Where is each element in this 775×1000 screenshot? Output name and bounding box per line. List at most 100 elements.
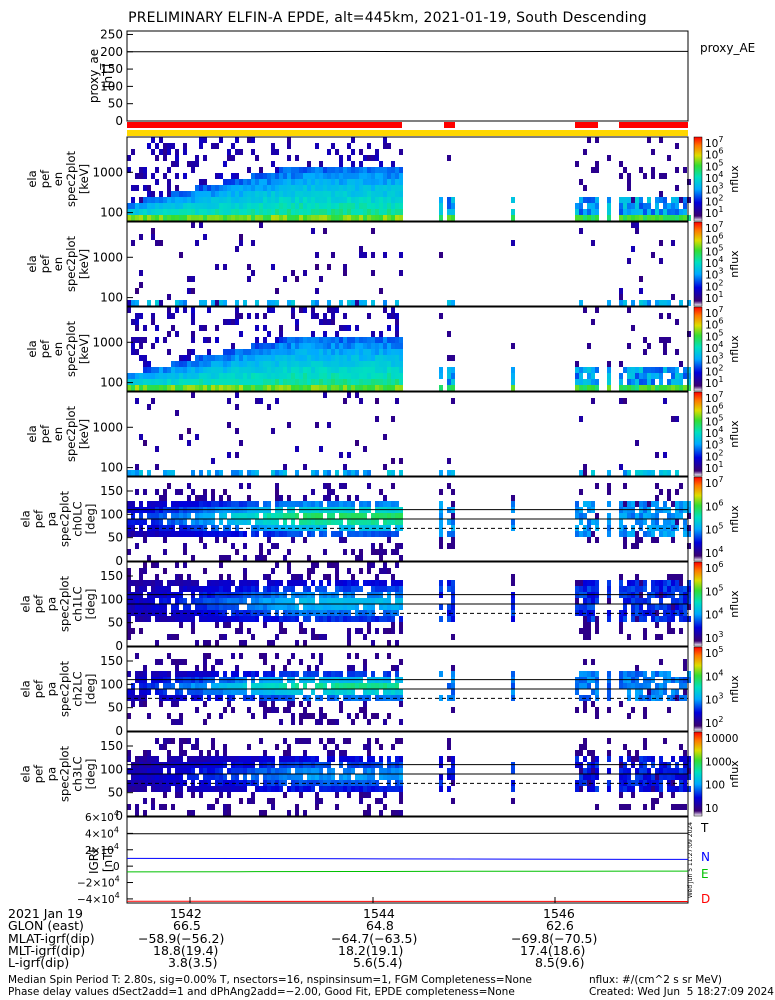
spectrogram-cell xyxy=(235,756,239,762)
spectrogram-cell xyxy=(335,604,339,610)
spectrogram-cell xyxy=(679,501,683,507)
spectrogram-cell xyxy=(287,300,291,306)
spectrogram-cell xyxy=(175,185,179,191)
spectrogram-cell xyxy=(287,531,291,537)
spectrogram-cell xyxy=(375,653,379,659)
spectrogram-cell xyxy=(591,197,595,203)
spectrogram-cell xyxy=(623,683,627,689)
spectrogram-cell xyxy=(355,337,359,343)
spectrogram-cell xyxy=(343,179,347,185)
spectrogram-cell xyxy=(623,385,627,391)
proxy-ae-frame xyxy=(126,30,689,122)
spectrogram-cell xyxy=(387,373,391,379)
spectrogram-cell xyxy=(343,501,347,507)
spectrogram-cell xyxy=(131,319,135,325)
spectrogram-cell xyxy=(383,209,387,215)
y-tick-label: 1000 xyxy=(92,420,123,434)
spectrogram-cell xyxy=(263,653,267,659)
spectrogram-cell xyxy=(255,598,259,604)
spectrogram-cell xyxy=(159,209,163,215)
spectrogram-cell xyxy=(331,750,335,756)
spectrogram-cell xyxy=(263,379,267,385)
spectrogram-cell xyxy=(179,215,183,221)
spectrogram-cell xyxy=(167,713,171,719)
spectrogram-cell xyxy=(171,501,175,507)
spectrogram-cell xyxy=(659,774,663,780)
spectrogram-cell xyxy=(287,373,291,379)
spectrogram-cell xyxy=(231,373,235,379)
colorbar-tick-label: 101 xyxy=(705,290,723,305)
spectrogram-cell xyxy=(211,385,215,391)
spectrogram-cell xyxy=(671,240,675,246)
spectrogram-cell xyxy=(275,744,279,750)
spectrogram-cell xyxy=(271,209,275,215)
spectrogram-cell xyxy=(243,568,247,574)
spectrogram-cell xyxy=(143,586,147,592)
spectrogram-cell xyxy=(207,519,211,525)
spectrogram-cell xyxy=(271,616,275,622)
spectrogram-cell xyxy=(271,385,275,391)
spectrogram-cell xyxy=(179,750,183,756)
spectrogram-cell xyxy=(215,683,219,689)
spectrogram-cell xyxy=(175,574,179,580)
spectrogram-cell xyxy=(367,756,371,762)
spectrogram-cell xyxy=(451,373,455,379)
spectrogram-cell xyxy=(307,555,311,561)
spectrogram-cell xyxy=(575,361,579,367)
science-zone-bar-red xyxy=(575,122,598,128)
spectrogram-cell xyxy=(679,586,683,592)
spectrogram-cell xyxy=(163,173,167,179)
spectrogram-cell xyxy=(131,215,135,221)
spectrogram-cell xyxy=(375,155,379,161)
spectrogram-cell xyxy=(635,501,639,507)
spectrogram-cell xyxy=(339,185,343,191)
spectrogram-cell xyxy=(127,203,131,209)
spectrogram-cell xyxy=(399,361,403,367)
spectrogram-cell xyxy=(191,489,195,495)
spectrogram-cell xyxy=(167,367,171,373)
spectrogram-cell xyxy=(255,786,259,792)
spectrogram-cell xyxy=(307,185,311,191)
spectrogram-cell xyxy=(667,209,671,215)
spectrogram-cell xyxy=(371,209,375,215)
spectrogram-cell xyxy=(323,689,327,695)
spectrogram-cell xyxy=(139,701,143,707)
spectrogram-cell xyxy=(275,367,279,373)
spectrogram-cell xyxy=(635,780,639,786)
spectrogram-cell xyxy=(135,489,139,495)
spectrogram-cell xyxy=(175,361,179,367)
spectrogram-cell xyxy=(231,768,235,774)
spectrogram-cell xyxy=(639,276,643,282)
spectrogram-cell xyxy=(231,173,235,179)
spectrogram-cell xyxy=(235,313,239,319)
spectrogram-cell xyxy=(363,671,367,677)
spectrogram-cell xyxy=(363,373,367,379)
spectrogram-cell xyxy=(191,337,195,343)
spectrogram-cell xyxy=(395,349,399,355)
spectrogram-cell xyxy=(439,513,443,519)
spectrogram-cell xyxy=(247,349,251,355)
spectrogram-cell xyxy=(243,640,247,646)
spectrogram-cell xyxy=(191,756,195,762)
spectrogram-cell xyxy=(239,355,243,361)
spectrogram-cell xyxy=(323,392,327,398)
spectrogram-cell xyxy=(223,319,227,325)
spectrogram-cell xyxy=(231,355,235,361)
spectrogram-cell xyxy=(595,586,599,592)
spectrogram-cell xyxy=(275,373,279,379)
spectrogram-cell xyxy=(271,780,275,786)
y-axis-label: [nT] xyxy=(101,64,115,88)
spectrogram-cell xyxy=(363,337,367,343)
spectrogram-cell xyxy=(627,683,631,689)
spectrogram-cell xyxy=(255,689,259,695)
spectrogram-cell xyxy=(231,683,235,689)
spectrogram-cell xyxy=(595,537,599,543)
spectrogram-cell xyxy=(299,203,303,209)
spectrogram-cell xyxy=(159,780,163,786)
spectrogram-cell xyxy=(363,501,367,507)
spectrogram-cell xyxy=(367,179,371,185)
spectrogram-cell xyxy=(639,586,643,592)
spectrogram-cell xyxy=(579,197,583,203)
spectrogram-cell xyxy=(283,707,287,713)
spectrogram-cell xyxy=(335,792,339,798)
